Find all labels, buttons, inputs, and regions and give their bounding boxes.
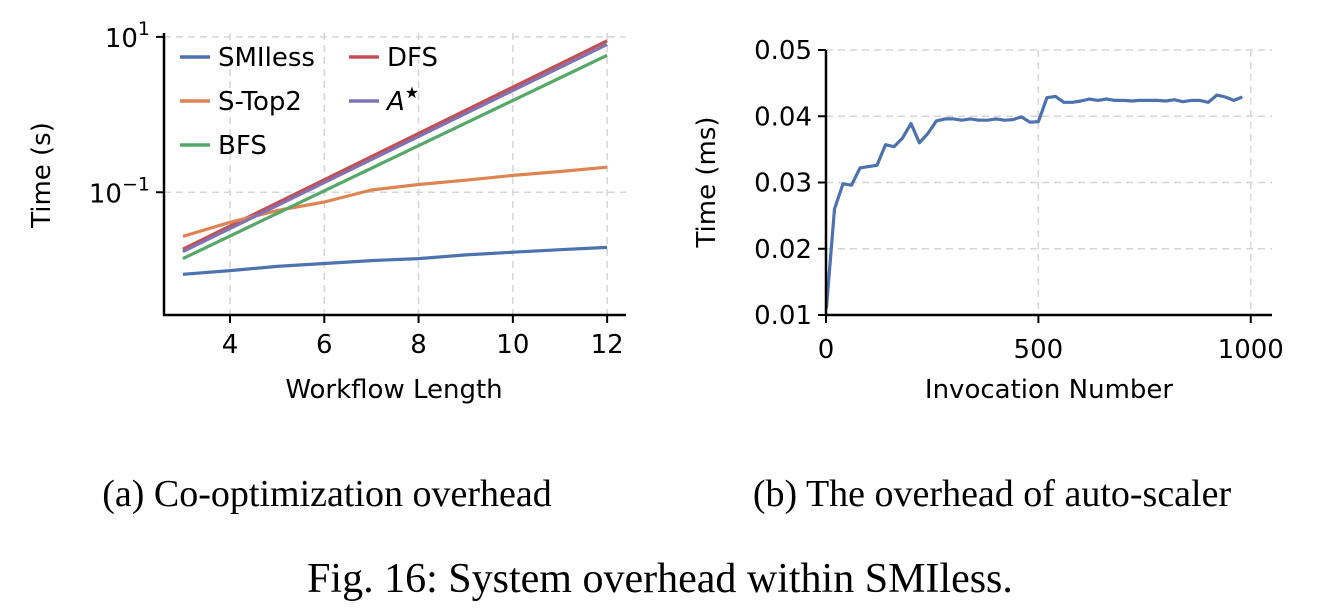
- legend-label: S-Top2: [218, 87, 302, 117]
- x-tick-label: 8: [410, 330, 427, 360]
- x-tick-label: 10: [496, 330, 529, 360]
- grid: [826, 49, 1272, 315]
- figure-caption: Fig. 16: System overhead within SMIless.: [307, 556, 1013, 602]
- x-ticks: 4 6 8 10 12: [222, 315, 624, 360]
- x-tick-label: 1000: [1218, 335, 1284, 365]
- legend-label: A★: [385, 83, 419, 117]
- y-ticks: 101 10−1: [89, 18, 164, 209]
- series-line-s-top2: [182, 165, 608, 238]
- chart-auto-scaler-overhead: 0 500 1000 0.01 0.02 0.03 0.04 0.05 Invocation…: [692, 36, 1284, 405]
- x-ticks: 0 500 1000: [818, 315, 1284, 365]
- grid: [164, 33, 626, 315]
- y-tick-label: 0.04: [754, 102, 812, 132]
- subcaption-a: (a) Co-optimization overhead: [102, 473, 552, 515]
- y-tick-label: 0.02: [754, 235, 812, 265]
- y-tick-label: 0.05: [754, 36, 812, 66]
- legend-label: SMIless: [218, 43, 315, 73]
- subcaption-b: (b) The overhead of auto-scaler: [753, 473, 1232, 515]
- axis-lines: [162, 33, 626, 317]
- y-tick-label: 0.03: [754, 169, 812, 199]
- y-tick-label: 0.01: [754, 301, 812, 331]
- legend-item-a: A★: [349, 83, 419, 117]
- series-lines: [182, 39, 608, 276]
- legend-item-smiless: SMIless: [180, 43, 315, 73]
- series-line-dfs: [182, 39, 608, 251]
- y-axis-label: Time (ms): [692, 116, 722, 248]
- chart-co-optimization-overhead: 4 6 8 10 12 101 10−1 Workflow Length Time (s)…: [27, 18, 626, 405]
- series-lines: [824, 93, 1243, 309]
- y-tick-label: 101: [105, 18, 150, 54]
- legend-label: DFS: [387, 43, 438, 73]
- x-tick-label: 4: [222, 330, 239, 360]
- legend: SMIless DFS S-Top2 A★ BFS: [180, 43, 438, 161]
- series-line-bfs: [182, 53, 608, 261]
- legend-item-s-top2: S-Top2: [180, 87, 302, 117]
- x-tick-label: 0: [818, 335, 835, 365]
- y-axis-label: Time (s): [27, 122, 57, 229]
- y-tick-label: 10−1: [89, 173, 150, 209]
- x-axis-label: Workflow Length: [285, 375, 502, 405]
- x-tick-label: 6: [316, 330, 333, 360]
- series-line-smiless: [182, 245, 608, 276]
- y-ticks: 0.01 0.02 0.03 0.04 0.05: [754, 36, 826, 331]
- legend-label: BFS: [218, 131, 267, 161]
- legend-item-bfs: BFS: [180, 131, 267, 161]
- x-tick-label: 500: [1014, 335, 1064, 365]
- x-tick-label: 12: [591, 330, 624, 360]
- legend-item-dfs: DFS: [349, 43, 438, 73]
- x-axis-label: Invocation Number: [925, 375, 1173, 405]
- series-line-overhead: [824, 93, 1243, 309]
- series-line-a: [182, 42, 608, 254]
- axes-spines: [162, 33, 626, 317]
